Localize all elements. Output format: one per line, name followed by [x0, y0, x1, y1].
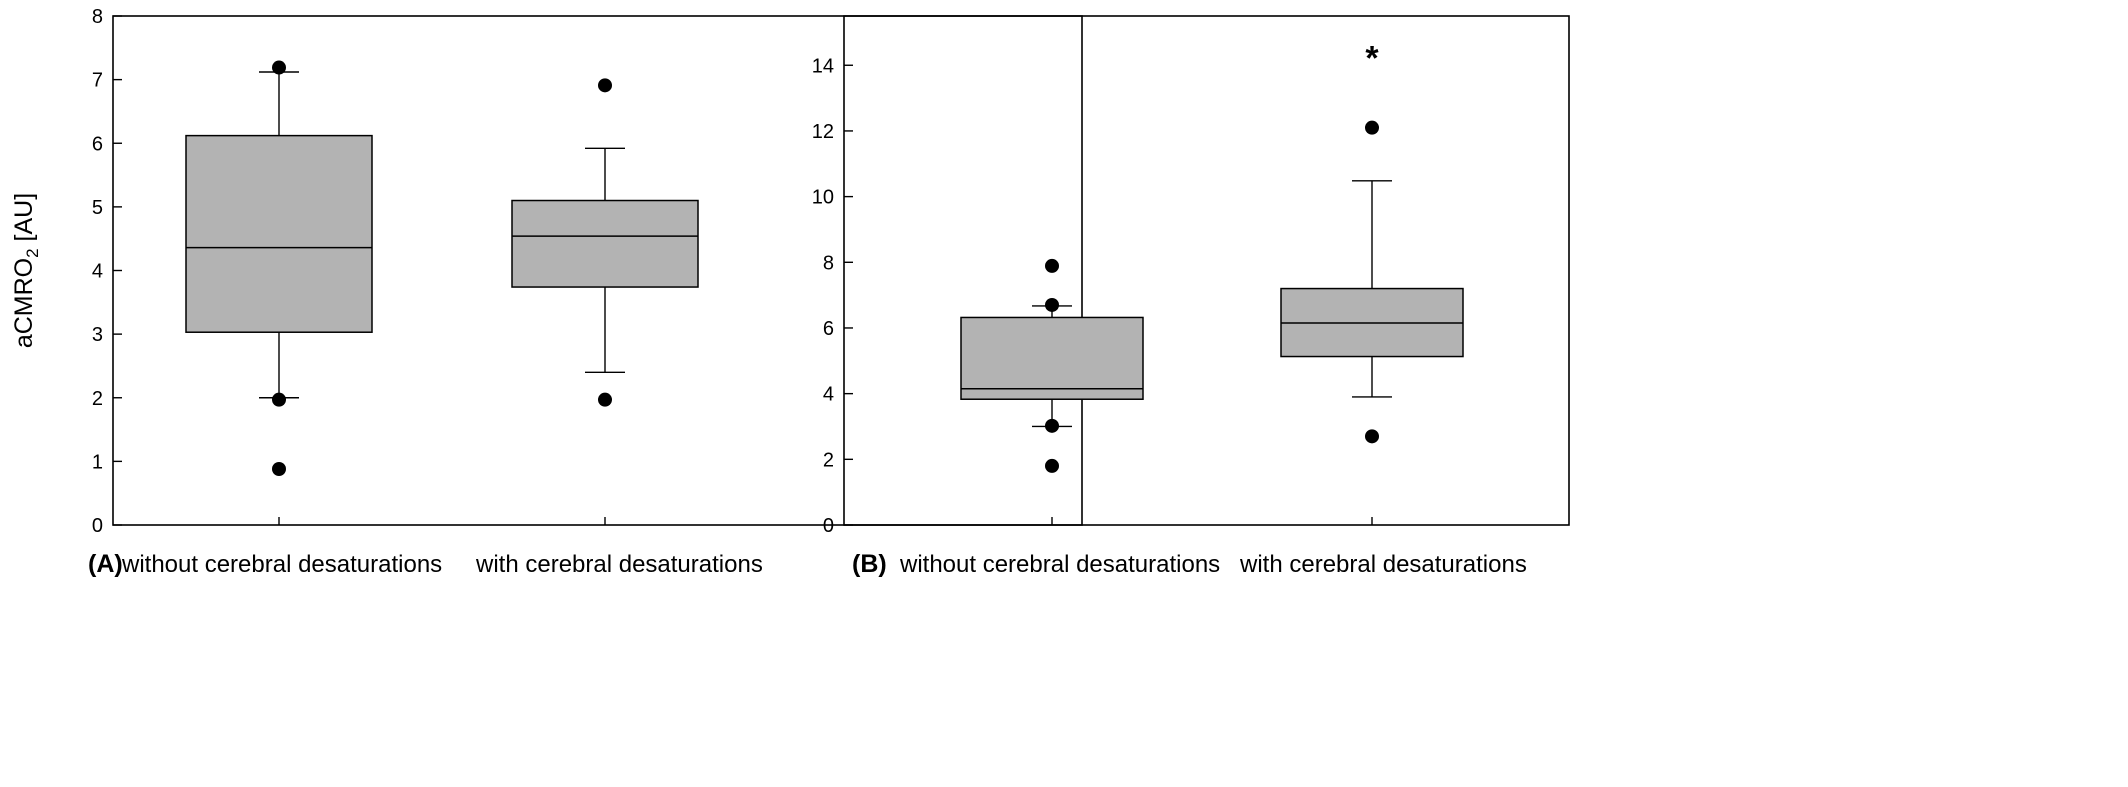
y-axis-label-subscript: 2 — [23, 248, 42, 257]
category-label: without cerebral desaturations — [121, 551, 442, 578]
y-tick-label: 8 — [92, 6, 103, 28]
category-label: without cerebral desaturations — [899, 551, 1220, 578]
category-label: with cerebral desaturations — [1239, 551, 1527, 578]
y-tick-label: 3 — [92, 324, 103, 346]
interquartile-box — [511, 199, 699, 288]
outlier-point — [598, 392, 612, 407]
y-tick-label: 0 — [92, 515, 103, 537]
box-2 — [1280, 120, 1464, 444]
category-label: with cerebral desaturations — [475, 551, 763, 578]
box-2 — [511, 78, 699, 407]
significance-marker: * — [1365, 39, 1379, 77]
outlier-point — [598, 78, 612, 93]
y-tick-label: 4 — [92, 261, 103, 283]
panel-b-boxplot: 0 2 4 6 8 10 12 14 * (B) without cerebral desatura… — [812, 15, 1570, 578]
outlier-point — [1365, 429, 1379, 444]
y-tick-label: 6 — [92, 133, 103, 155]
outlier-point — [272, 60, 286, 75]
y-tick-label: 7 — [92, 70, 103, 92]
outlier-point — [1045, 458, 1059, 473]
y-tick-label: 14 — [812, 55, 834, 77]
y-tick-label: 0 — [823, 515, 834, 537]
outlier-point — [1045, 418, 1059, 433]
outlier-point — [272, 392, 286, 407]
interquartile-box — [185, 134, 373, 333]
box-1 — [185, 60, 373, 477]
y-tick-label: 5 — [92, 197, 103, 219]
y-axis-label-main: aCMRO — [10, 258, 38, 348]
plot-frame — [843, 15, 1570, 526]
box-1 — [960, 258, 1144, 473]
y-tick-label: 2 — [92, 388, 103, 410]
interquartile-box — [960, 316, 1144, 400]
outlier-point — [1365, 120, 1379, 135]
y-tick-label: 12 — [812, 121, 834, 143]
y-tick-label: 2 — [823, 449, 834, 471]
y-tick-label: 4 — [823, 384, 834, 406]
panel-label: (A) — [88, 550, 123, 578]
y-tick-label: 1 — [92, 451, 103, 473]
y-tick-label: 10 — [812, 187, 834, 209]
y-axis-label: aCMRO2 [AU] — [10, 193, 42, 348]
outlier-point — [272, 462, 286, 477]
panel-label: (B) — [852, 550, 887, 578]
y-tick-label: 6 — [823, 318, 834, 340]
y-tick-label: 8 — [823, 252, 834, 274]
outlier-point — [1045, 258, 1059, 273]
y-axis-label-unit: [AU] — [10, 193, 38, 249]
outlier-point — [1045, 297, 1059, 312]
